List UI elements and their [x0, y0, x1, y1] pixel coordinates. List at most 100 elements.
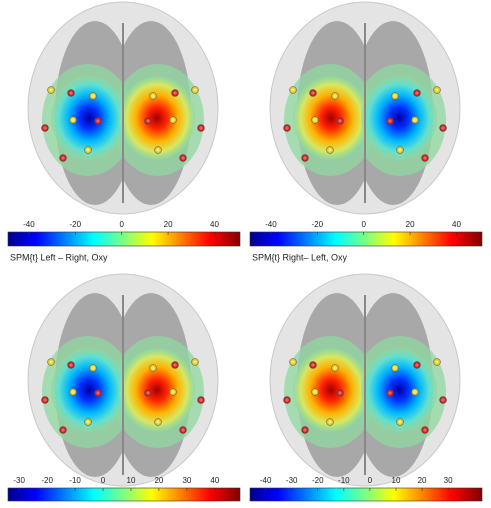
optode — [41, 124, 49, 132]
optode — [144, 389, 152, 397]
optode — [309, 361, 317, 369]
optode — [391, 364, 399, 372]
optode — [47, 358, 55, 366]
colorbar-tick-label: 0 — [361, 220, 366, 229]
activation-blob — [51, 348, 127, 432]
optode — [411, 388, 419, 396]
optode — [179, 154, 187, 162]
optode — [169, 388, 177, 396]
colorbar — [7, 487, 241, 502]
colorbar-tick-label: -40 — [265, 220, 277, 229]
caption: SPM{t} Left – Right, Oxy — [10, 252, 108, 262]
optode — [191, 86, 199, 94]
optode — [301, 154, 309, 162]
colorbar-tick-label: 20 — [154, 476, 163, 485]
optode — [94, 117, 102, 125]
optode — [41, 396, 49, 404]
optode — [331, 92, 339, 100]
optode — [421, 154, 429, 162]
colorbar-tick-label: -30 — [286, 476, 298, 485]
optode — [386, 117, 394, 125]
optode — [283, 124, 291, 132]
colorbar-tick-label: -20 — [311, 220, 323, 229]
colorbar-tick-label: -30 — [13, 476, 25, 485]
colorbar-tick-label: 10 — [392, 476, 401, 485]
optode — [433, 86, 441, 94]
optode — [171, 361, 179, 369]
optode — [391, 92, 399, 100]
optode — [179, 426, 187, 434]
optode — [154, 146, 162, 154]
optode — [309, 89, 317, 97]
optode — [413, 89, 421, 97]
colorbar-tick-label: 40 — [210, 476, 219, 485]
colorbar-tick-label: 0 — [119, 220, 124, 229]
optode — [144, 117, 152, 125]
colorbar — [249, 231, 483, 247]
colorbar-tick-label: -40 — [23, 220, 35, 229]
colorbar-tick-label: -40 — [260, 476, 272, 485]
caption: SPM{t} Right– Left, Oxy — [252, 252, 348, 262]
optode — [283, 396, 291, 404]
colorbar-tick-label: -20 — [41, 476, 53, 485]
activation-blob — [51, 76, 127, 160]
colorbar-tick-label: -10 — [338, 476, 350, 485]
panel: -40 -30 -20 -10 0 10 20 30 — [249, 273, 483, 502]
optode — [439, 396, 447, 404]
optode — [67, 361, 75, 369]
optode — [197, 396, 205, 404]
optode — [289, 358, 297, 366]
colorbar — [7, 231, 241, 247]
optode — [94, 389, 102, 397]
colorbar-tick-label: 40 — [452, 220, 461, 229]
colorbar — [249, 487, 483, 502]
optode — [149, 92, 157, 100]
optode — [47, 86, 55, 94]
colorbar-tick-label: 0 — [368, 476, 373, 485]
optode — [289, 86, 297, 94]
colorbar-tick-label: 20 — [418, 476, 427, 485]
optode — [413, 361, 421, 369]
optode — [301, 426, 309, 434]
optode — [191, 358, 199, 366]
optode — [396, 146, 404, 154]
colorbar-tick-label: -10 — [69, 476, 81, 485]
optode — [89, 364, 97, 372]
colorbar-tick-label: 10 — [127, 476, 136, 485]
activation-blob — [293, 76, 369, 160]
optode — [326, 146, 334, 154]
optode — [171, 89, 179, 97]
optode — [59, 154, 67, 162]
panel: -30 -20 -10 0 10 20 30 40 — [7, 273, 241, 502]
optode — [386, 389, 394, 397]
colorbar-tick-label: 30 — [182, 476, 191, 485]
optode — [84, 418, 92, 426]
optode — [326, 418, 334, 426]
optode — [336, 389, 344, 397]
colorbar-tick-label: 20 — [164, 220, 173, 229]
optode — [336, 117, 344, 125]
optode — [67, 89, 75, 97]
optode — [69, 116, 77, 124]
optode — [197, 124, 205, 132]
optode — [84, 146, 92, 154]
optode — [411, 116, 419, 124]
colorbar-tick-label: 0 — [101, 476, 106, 485]
activation-blob — [119, 76, 195, 160]
optode — [439, 124, 447, 132]
activation-blob — [119, 348, 195, 432]
optode — [331, 364, 339, 372]
optode — [69, 388, 77, 396]
optode — [59, 426, 67, 434]
activation-blob — [293, 348, 369, 432]
colorbar-tick-label: 20 — [406, 220, 415, 229]
panel: -40 -20 0 20 40 SPM{t} Right– Left, Oxy — [249, 1, 483, 262]
colorbar-tick-label: -20 — [69, 220, 81, 229]
colorbar-tick-label: -20 — [312, 476, 324, 485]
optode — [421, 426, 429, 434]
optode — [169, 116, 177, 124]
optode — [433, 358, 441, 366]
optode — [154, 418, 162, 426]
activation-blob — [361, 348, 437, 432]
